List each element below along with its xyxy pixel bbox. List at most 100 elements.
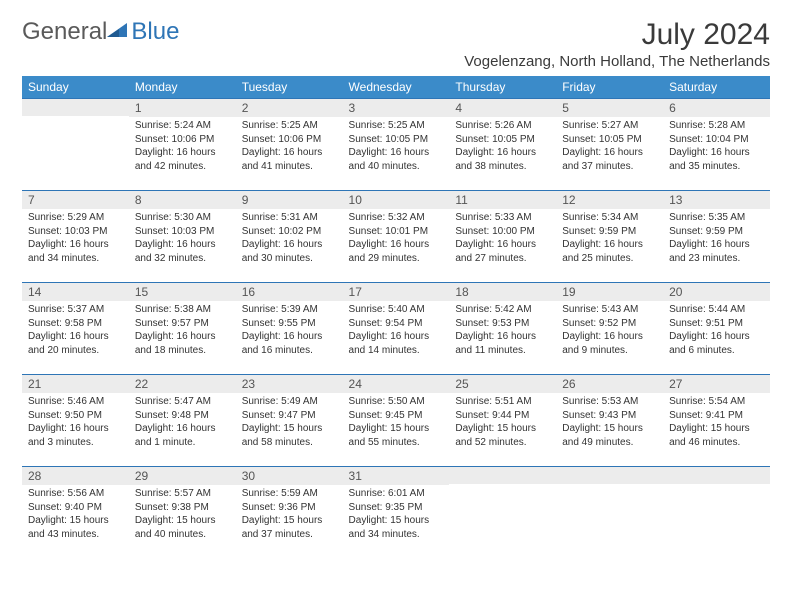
day-number: 27 [663,375,770,393]
day-details [663,484,770,490]
day-details: Sunrise: 5:50 AMSunset: 9:45 PMDaylight:… [343,393,450,453]
day-cell: 14Sunrise: 5:37 AMSunset: 9:58 PMDayligh… [22,283,129,375]
sunrise-text: Sunrise: 5:57 AM [135,487,230,501]
day-details: Sunrise: 5:27 AMSunset: 10:05 PMDaylight… [556,117,663,177]
daylight-text: Daylight: 16 hours and 11 minutes. [455,330,550,357]
day-number: 9 [236,191,343,209]
day-number: 13 [663,191,770,209]
day-cell: 10Sunrise: 5:32 AMSunset: 10:01 PMDaylig… [343,191,450,283]
daylight-text: Daylight: 16 hours and 25 minutes. [562,238,657,265]
day-number: 28 [22,467,129,485]
day-number: 12 [556,191,663,209]
day-number: 18 [449,283,556,301]
day-number: 21 [22,375,129,393]
day-header: Tuesday [236,76,343,99]
day-header: Friday [556,76,663,99]
day-cell: 21Sunrise: 5:46 AMSunset: 9:50 PMDayligh… [22,375,129,467]
day-number: 2 [236,99,343,117]
daylight-text: Daylight: 16 hours and 30 minutes. [242,238,337,265]
sunrise-text: Sunrise: 6:01 AM [349,487,444,501]
daylight-text: Daylight: 16 hours and 35 minutes. [669,146,764,173]
sunset-text: Sunset: 10:01 PM [349,225,444,239]
daylight-text: Daylight: 16 hours and 42 minutes. [135,146,230,173]
sunrise-text: Sunrise: 5:26 AM [455,119,550,133]
day-cell: 8Sunrise: 5:30 AMSunset: 10:03 PMDayligh… [129,191,236,283]
daylight-text: Daylight: 15 hours and 49 minutes. [562,422,657,449]
day-details: Sunrise: 5:51 AMSunset: 9:44 PMDaylight:… [449,393,556,453]
daylight-text: Daylight: 16 hours and 3 minutes. [28,422,123,449]
sunset-text: Sunset: 9:40 PM [28,501,123,515]
day-cell: 31Sunrise: 6:01 AMSunset: 9:35 PMDayligh… [343,467,450,559]
day-cell [22,99,129,191]
day-header: Monday [129,76,236,99]
sunrise-text: Sunrise: 5:43 AM [562,303,657,317]
day-number: 24 [343,375,450,393]
sunrise-text: Sunrise: 5:39 AM [242,303,337,317]
sunset-text: Sunset: 10:06 PM [135,133,230,147]
day-details: Sunrise: 5:33 AMSunset: 10:00 PMDaylight… [449,209,556,269]
daylight-text: Daylight: 16 hours and 32 minutes. [135,238,230,265]
day-cell: 12Sunrise: 5:34 AMSunset: 9:59 PMDayligh… [556,191,663,283]
day-details: Sunrise: 5:44 AMSunset: 9:51 PMDaylight:… [663,301,770,361]
sunrise-text: Sunrise: 5:35 AM [669,211,764,225]
sunset-text: Sunset: 9:59 PM [669,225,764,239]
day-cell: 17Sunrise: 5:40 AMSunset: 9:54 PMDayligh… [343,283,450,375]
day-details [22,116,129,122]
day-number: 30 [236,467,343,485]
day-details: Sunrise: 5:35 AMSunset: 9:59 PMDaylight:… [663,209,770,269]
day-cell: 18Sunrise: 5:42 AMSunset: 9:53 PMDayligh… [449,283,556,375]
day-cell: 11Sunrise: 5:33 AMSunset: 10:00 PMDaylig… [449,191,556,283]
day-cell [556,467,663,559]
brand-part1: General [22,18,107,46]
day-details [556,484,663,490]
day-cell: 4Sunrise: 5:26 AMSunset: 10:05 PMDayligh… [449,99,556,191]
day-details: Sunrise: 5:37 AMSunset: 9:58 PMDaylight:… [22,301,129,361]
sunrise-text: Sunrise: 5:29 AM [28,211,123,225]
daylight-text: Daylight: 16 hours and 27 minutes. [455,238,550,265]
brand-logo: General Blue [22,18,179,46]
day-details: Sunrise: 5:42 AMSunset: 9:53 PMDaylight:… [449,301,556,361]
day-details: Sunrise: 5:56 AMSunset: 9:40 PMDaylight:… [22,485,129,545]
daylight-text: Daylight: 16 hours and 23 minutes. [669,238,764,265]
day-cell: 13Sunrise: 5:35 AMSunset: 9:59 PMDayligh… [663,191,770,283]
sunset-text: Sunset: 10:04 PM [669,133,764,147]
sunset-text: Sunset: 9:35 PM [349,501,444,515]
sunrise-text: Sunrise: 5:28 AM [669,119,764,133]
daylight-text: Daylight: 15 hours and 58 minutes. [242,422,337,449]
day-details [449,484,556,490]
sunset-text: Sunset: 10:00 PM [455,225,550,239]
day-number: 7 [22,191,129,209]
day-details: Sunrise: 5:24 AMSunset: 10:06 PMDaylight… [129,117,236,177]
sunrise-text: Sunrise: 5:38 AM [135,303,230,317]
sunset-text: Sunset: 9:51 PM [669,317,764,331]
week-row: 1Sunrise: 5:24 AMSunset: 10:06 PMDayligh… [22,99,770,191]
week-row: 7Sunrise: 5:29 AMSunset: 10:03 PMDayligh… [22,191,770,283]
day-cell: 22Sunrise: 5:47 AMSunset: 9:48 PMDayligh… [129,375,236,467]
day-details: Sunrise: 5:46 AMSunset: 9:50 PMDaylight:… [22,393,129,453]
sunrise-text: Sunrise: 5:24 AM [135,119,230,133]
brand-triangle-icon [107,21,127,44]
sunset-text: Sunset: 9:59 PM [562,225,657,239]
daylight-text: Daylight: 16 hours and 38 minutes. [455,146,550,173]
sunrise-text: Sunrise: 5:54 AM [669,395,764,409]
day-details: Sunrise: 5:47 AMSunset: 9:48 PMDaylight:… [129,393,236,453]
daylight-text: Daylight: 16 hours and 1 minute. [135,422,230,449]
day-number: 8 [129,191,236,209]
week-row: 21Sunrise: 5:46 AMSunset: 9:50 PMDayligh… [22,375,770,467]
week-row: 28Sunrise: 5:56 AMSunset: 9:40 PMDayligh… [22,467,770,559]
sunset-text: Sunset: 9:54 PM [349,317,444,331]
sunset-text: Sunset: 10:05 PM [455,133,550,147]
day-details: Sunrise: 5:28 AMSunset: 10:04 PMDaylight… [663,117,770,177]
sunset-text: Sunset: 10:05 PM [349,133,444,147]
day-details: Sunrise: 5:59 AMSunset: 9:36 PMDaylight:… [236,485,343,545]
day-details: Sunrise: 5:29 AMSunset: 10:03 PMDaylight… [22,209,129,269]
sunset-text: Sunset: 10:06 PM [242,133,337,147]
header: General Blue July 2024 Vogelenzang, Nort… [22,18,770,70]
daylight-text: Daylight: 16 hours and 20 minutes. [28,330,123,357]
daylight-text: Daylight: 16 hours and 41 minutes. [242,146,337,173]
sunrise-text: Sunrise: 5:53 AM [562,395,657,409]
day-number: 10 [343,191,450,209]
sunrise-text: Sunrise: 5:32 AM [349,211,444,225]
daylight-text: Daylight: 16 hours and 14 minutes. [349,330,444,357]
day-details: Sunrise: 5:25 AMSunset: 10:05 PMDaylight… [343,117,450,177]
